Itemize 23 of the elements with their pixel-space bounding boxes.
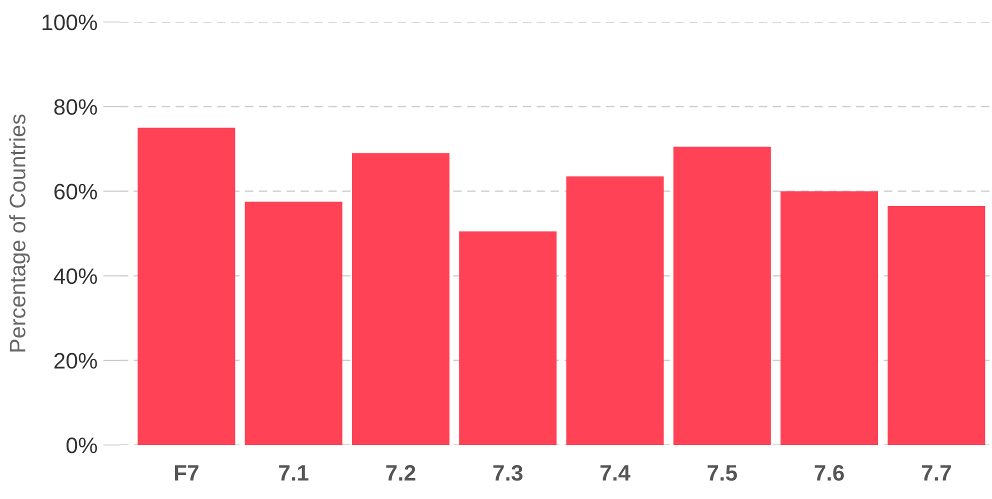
x-tick-label: F7 bbox=[174, 465, 198, 481]
y-tick-label: 100% bbox=[42, 14, 97, 30]
bar bbox=[673, 146, 771, 445]
bar bbox=[459, 231, 557, 445]
y-tick-label: 60% bbox=[54, 184, 97, 200]
bar bbox=[138, 128, 236, 445]
bar bbox=[566, 176, 664, 445]
bar bbox=[352, 153, 450, 445]
bar bbox=[780, 191, 878, 445]
y-tick-label: 0% bbox=[66, 438, 97, 454]
x-tick-label: 7.7 bbox=[922, 465, 951, 481]
x-tick-label: 7.6 bbox=[814, 465, 844, 481]
bar bbox=[244, 202, 342, 445]
y-tick-label: 80% bbox=[54, 99, 97, 115]
x-tick-label: 7.5 bbox=[708, 465, 737, 481]
x-tick-label: 7.4 bbox=[600, 465, 630, 481]
x-tick-label: 7.3 bbox=[493, 465, 522, 481]
x-tick-label: 7.1 bbox=[279, 465, 308, 481]
y-axis-title: Percentage of Countries bbox=[9, 114, 30, 352]
y-tick-label: 20% bbox=[54, 352, 97, 369]
x-tick-label: 7.2 bbox=[386, 465, 416, 481]
y-tick-label: 40% bbox=[54, 268, 97, 284]
bar bbox=[888, 206, 986, 445]
